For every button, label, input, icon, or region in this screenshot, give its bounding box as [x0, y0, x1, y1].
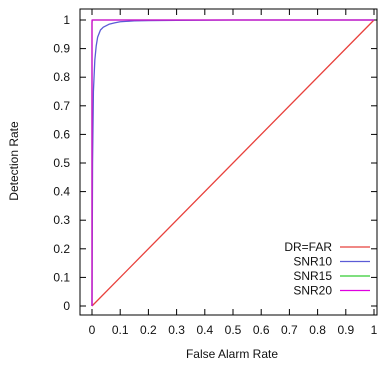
legend-label-snr20: SNR20: [293, 284, 332, 298]
x-tick-label: 0.7: [281, 323, 298, 337]
frame-layer: [79, 8, 378, 316]
series-line-dr-far: [91, 19, 375, 307]
legend-label-snr10: SNR10: [293, 255, 332, 269]
y-tick-label: 1: [63, 13, 70, 27]
plot-frame: [79, 8, 378, 316]
y-tick-label: 0.8: [53, 70, 70, 84]
x-tick-label: 0.6: [253, 323, 270, 337]
x-tick-label: 0.8: [309, 323, 326, 337]
x-tick-label: 1: [371, 323, 378, 337]
x-tick-label: 0.1: [112, 323, 129, 337]
y-tick-label: 0.5: [53, 156, 70, 170]
x-tick-label: 0.4: [196, 323, 213, 337]
x-axis-label: False Alarm Rate: [186, 347, 278, 361]
y-tick-label: 0.7: [53, 99, 70, 113]
series-line-snr20: [91, 19, 374, 306]
x-tick-label: 0.5: [225, 323, 242, 337]
x-tick-label: 0.9: [337, 323, 354, 337]
y-tick-label: 0.1: [53, 270, 70, 284]
y-axis-label: Detection Rate: [7, 121, 21, 201]
y-tick-label: 0.9: [53, 42, 70, 56]
axes-layer: 0 0.1 0.2 0.3 0.4 0.5 0.6 0.7 0.8 0.9 1 0 0.1 0.2 0.3 0…: [53, 9, 378, 337]
series-layer: [91, 19, 375, 307]
x-tick-label: 0.2: [140, 323, 157, 337]
legend-label-dr-far: DR=FAR: [284, 240, 332, 254]
y-tick-label: 0.6: [53, 127, 70, 141]
y-tick-label: 0.4: [53, 185, 70, 199]
y-tick-label: 0.2: [53, 242, 70, 256]
x-tick-label: 0.3: [168, 323, 185, 337]
y-tick-label: 0: [63, 299, 70, 313]
legend-label-snr15: SNR15: [293, 269, 332, 283]
y-tick-label: 0.3: [53, 213, 70, 227]
x-tick-label: 0: [89, 323, 96, 337]
